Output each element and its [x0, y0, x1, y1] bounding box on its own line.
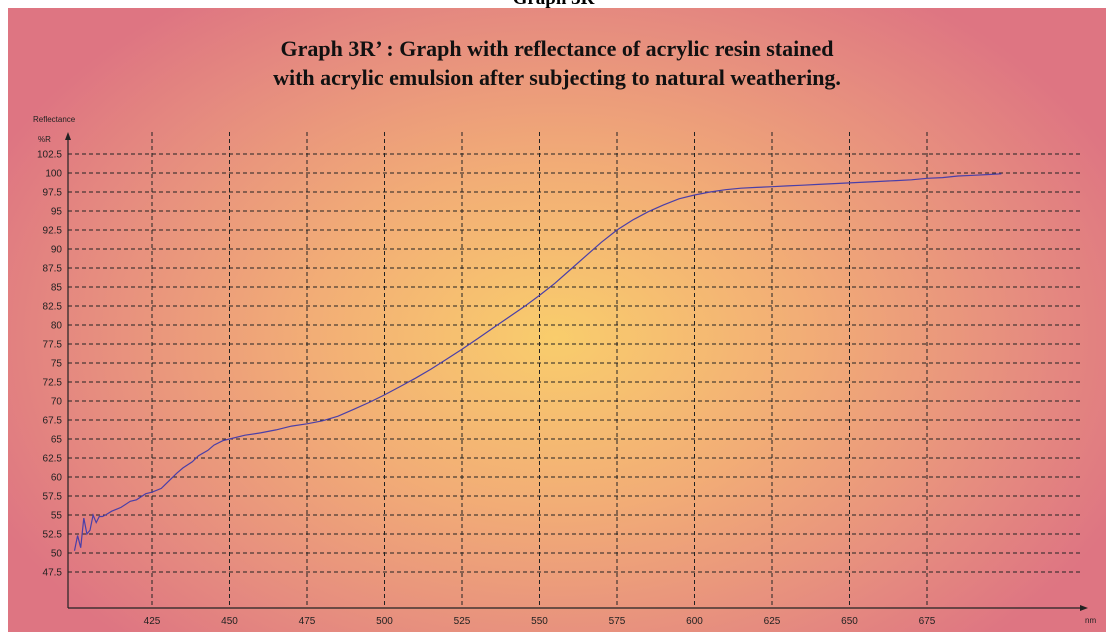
- x-axis-unit: nm: [1085, 616, 1097, 625]
- y-tick-label: 97.5: [43, 188, 63, 199]
- y-tick-label: 55: [51, 511, 63, 522]
- chart-title-line-1: Graph 3R’ : Graph with reflectance of ac…: [280, 36, 834, 61]
- x-tick-label: 525: [454, 616, 471, 627]
- y-axis-arrow: [65, 132, 71, 140]
- chart-panel: Graph 3R’ : Graph with reflectance of ac…: [8, 8, 1106, 632]
- chart-title: Graph 3R’ : Graph with reflectance of ac…: [8, 34, 1106, 92]
- chart-plot: 47.5 50 52.5 55 57.5 60 62.5 65 67.5 70 72.5 75 77.5…: [37, 132, 1088, 627]
- x-tick-label: 550: [531, 616, 548, 627]
- figure-caption: Graph 3R: [0, 0, 1107, 10]
- y-tick-label: 47.5: [43, 568, 63, 579]
- y-tick-label: 57.5: [43, 492, 63, 503]
- y-tick-label: 75: [51, 359, 63, 370]
- y-axis-unit: %R: [38, 135, 51, 144]
- y-tick-label: 92.5: [43, 226, 63, 237]
- y-tick-label: 100: [45, 169, 62, 180]
- y-tick-label: 65: [51, 435, 63, 446]
- y-tick-label: 67.5: [43, 416, 63, 427]
- y-tick-label: 70: [51, 397, 63, 408]
- y-tick-label: 52.5: [43, 530, 63, 541]
- y-tick-label: 72.5: [43, 378, 63, 389]
- y-axis-label: Reflectance: [33, 115, 76, 124]
- y-tick-label: 90: [51, 245, 63, 256]
- y-tick-label: 87.5: [43, 264, 63, 275]
- y-tick-label: 102.5: [37, 150, 62, 161]
- x-tick-label: 500: [376, 616, 393, 627]
- y-tick-label: 82.5: [43, 302, 63, 313]
- x-tick-label: 600: [686, 616, 703, 627]
- y-tick-label: 80: [51, 321, 63, 332]
- y-tick-label: 50: [51, 549, 63, 560]
- y-tick-label: 77.5: [43, 340, 63, 351]
- y-tick-label: 95: [51, 207, 63, 218]
- y-tick-label: 60: [51, 473, 63, 484]
- x-tick-label: 625: [764, 616, 781, 627]
- y-tick-label: 62.5: [43, 454, 63, 465]
- x-tick-label: 475: [299, 616, 316, 627]
- x-tick-label: 450: [221, 616, 238, 627]
- x-tick-label: 650: [841, 616, 858, 627]
- x-axis-arrow: [1080, 605, 1088, 611]
- x-tick-label: 575: [609, 616, 626, 627]
- x-tick-label: 425: [144, 616, 161, 627]
- series-line: [73, 173, 1002, 551]
- chart-title-line-2: with acrylic emulsion after subjecting t…: [273, 65, 841, 90]
- y-tick-label: 85: [51, 283, 63, 294]
- x-tick-label: 675: [919, 616, 936, 627]
